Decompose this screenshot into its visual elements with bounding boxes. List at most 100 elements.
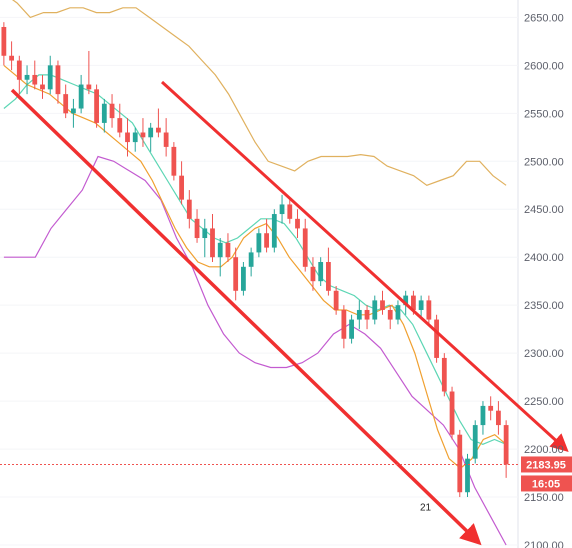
bollinger-lower-band — [3, 155, 507, 546]
candle-body — [372, 300, 378, 320]
candle — [109, 94, 115, 128]
moving-average-fast — [3, 64, 507, 470]
candle-body — [125, 132, 130, 143]
candle-body — [63, 94, 69, 114]
candle — [333, 285, 339, 315]
bar-countdown: 16:05 — [532, 478, 560, 490]
candle — [63, 84, 69, 119]
candle — [302, 218, 308, 272]
candle — [117, 103, 123, 138]
price-tick-label: 2600.00 — [524, 60, 564, 72]
candle-body — [488, 405, 494, 411]
candle-body — [9, 55, 14, 61]
low-price-label: 21 — [420, 503, 432, 514]
candle-body — [264, 233, 269, 248]
candle — [503, 420, 509, 478]
candle-body — [132, 132, 138, 143]
candle-body — [101, 103, 107, 123]
price-tick-label: 2400.00 — [524, 252, 564, 264]
candle-body — [117, 118, 123, 133]
fast-ma-line — [3, 64, 507, 470]
downtrend-channel[interactable] — [10, 80, 569, 546]
candle — [248, 247, 254, 277]
price-tick-label: 2250.00 — [524, 396, 564, 408]
candle — [86, 50, 92, 95]
candle-body — [418, 300, 424, 310]
candle-body — [156, 127, 161, 133]
candle-body — [16, 60, 22, 80]
candle — [71, 98, 76, 128]
candle-body — [1, 26, 7, 56]
candle-body — [387, 309, 393, 320]
candle — [472, 420, 478, 464]
candle-body — [210, 228, 215, 258]
candle — [16, 55, 22, 95]
candle — [202, 218, 208, 258]
candle-body — [480, 405, 486, 426]
candle-body — [295, 218, 300, 229]
candle — [125, 118, 130, 157]
candle — [264, 218, 269, 253]
candle-body — [55, 65, 61, 95]
candle — [426, 295, 432, 325]
candle — [94, 84, 99, 128]
candle-body — [140, 132, 146, 138]
price-tick-label: 2350.00 — [524, 300, 564, 312]
candle — [179, 161, 184, 205]
candle — [132, 127, 138, 152]
candle-body — [179, 175, 184, 200]
candle-body — [395, 305, 401, 320]
candle — [32, 60, 38, 90]
candle — [271, 209, 277, 253]
grid-lines — [0, 16, 518, 546]
candle-body — [163, 132, 169, 147]
candle — [40, 74, 45, 99]
candle-body — [171, 146, 177, 176]
price-tick-label: 2550.00 — [524, 108, 564, 120]
price-tick-label: 2450.00 — [524, 204, 564, 216]
price-tick-label: 2200.00 — [524, 444, 564, 456]
candle — [287, 199, 293, 224]
candle — [47, 55, 53, 95]
bollinger-upper-band — [11, 0, 507, 186]
candle-body — [496, 410, 501, 426]
candle — [480, 401, 486, 435]
slow-ma-line — [3, 74, 507, 445]
candle-body — [318, 262, 324, 282]
candle — [488, 396, 494, 421]
candle — [434, 314, 439, 363]
countdown-tag-bg — [521, 475, 572, 492]
candle — [465, 453, 470, 498]
candle-body — [287, 204, 293, 219]
candle-body — [47, 65, 53, 90]
price-tick-label: 2500.00 — [524, 156, 564, 168]
candle-body — [457, 434, 463, 493]
candle — [380, 290, 385, 315]
candle-body — [310, 266, 316, 282]
candle-body — [403, 295, 409, 306]
candle-body — [302, 228, 308, 267]
candle — [457, 429, 463, 498]
candle-body — [472, 425, 478, 459]
candle — [140, 118, 146, 147]
candle — [310, 257, 316, 291]
candle — [194, 209, 200, 243]
price-axis-ticks: 2100.00 2150.00 2200.00 2250.00 2300.00 2350.… — [524, 12, 564, 548]
candle — [55, 60, 61, 104]
candle — [186, 190, 192, 229]
candle-body — [233, 257, 239, 291]
candle — [148, 122, 154, 152]
candle-body — [40, 84, 45, 90]
candle — [356, 300, 362, 330]
candle — [156, 108, 161, 138]
candle — [9, 41, 14, 71]
price-tick-label: 2100.00 — [524, 540, 564, 548]
candle-body — [109, 103, 115, 119]
candle — [233, 247, 239, 301]
candle — [496, 401, 501, 435]
candle — [217, 238, 223, 277]
candle-body — [148, 127, 154, 138]
candle-body — [194, 218, 200, 239]
candle — [24, 65, 30, 95]
